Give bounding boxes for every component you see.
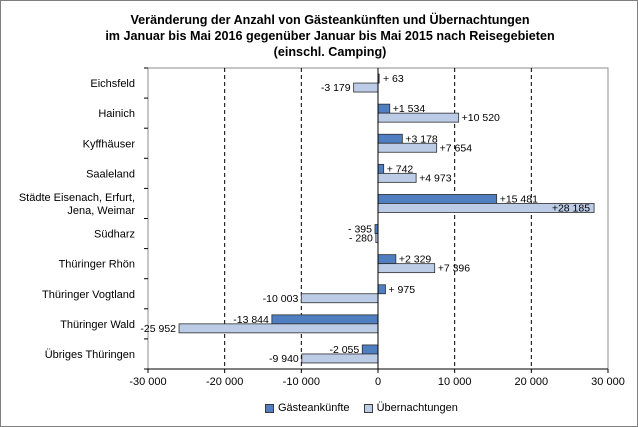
data-label-guests: +15 481 bbox=[500, 193, 538, 205]
chart-title: Veränderung der Anzahl von Gästeankünfte… bbox=[60, 12, 600, 60]
category-label: Jena, Weimar bbox=[67, 205, 135, 217]
bar-guests bbox=[377, 194, 498, 204]
bar-guests bbox=[271, 314, 379, 325]
data-label-guests: -2 055 bbox=[329, 344, 359, 356]
data-label-overnight: -9 940 bbox=[269, 353, 299, 365]
data-label-overnight: +7 654 bbox=[440, 142, 473, 154]
bar-guests bbox=[377, 133, 403, 144]
bar-guests bbox=[377, 163, 385, 174]
x-tick-label: -30 000 bbox=[129, 376, 166, 388]
bar-overnight bbox=[301, 353, 379, 364]
category-label: Saaleland bbox=[86, 168, 135, 180]
bar-overnight bbox=[377, 263, 436, 274]
x-tick-label: 10 000 bbox=[438, 376, 472, 388]
data-label-overnight: +7 396 bbox=[438, 263, 471, 275]
x-tick-label: 0 bbox=[375, 376, 381, 388]
x-tick-label: 20 000 bbox=[515, 376, 549, 388]
data-label-guests: -13 844 bbox=[233, 314, 269, 326]
data-label-overnight: +4 973 bbox=[419, 172, 452, 184]
category-label: Thüringer Rhön bbox=[59, 259, 135, 271]
data-label-guests: + 975 bbox=[388, 284, 415, 296]
data-label-overnight: -25 952 bbox=[140, 323, 176, 335]
bar-overnight bbox=[377, 172, 417, 183]
x-tick-label: -10 000 bbox=[283, 376, 320, 388]
bar-guests bbox=[377, 284, 386, 295]
bar-overnight bbox=[353, 82, 379, 93]
legend: Gästeankünfte Übernachtungen bbox=[265, 402, 472, 414]
title-line-2: im Januar bis Mai 2016 gegenüber Januar … bbox=[105, 29, 555, 43]
bar-guests bbox=[377, 254, 397, 265]
category-label: Südharz bbox=[94, 229, 135, 241]
data-label-overnight: +28 185 bbox=[552, 202, 590, 214]
data-label-guests: +2 329 bbox=[399, 254, 432, 266]
data-label-guests: +3 178 bbox=[405, 133, 438, 145]
legend-label-guests: Gästeankünfte bbox=[278, 402, 350, 414]
x-tick-label: -20 000 bbox=[206, 376, 243, 388]
data-label-guests: + 742 bbox=[387, 163, 414, 175]
category-label: Thüringer Wald bbox=[60, 319, 135, 331]
legend-item-overnight: Übernachtungen bbox=[363, 402, 458, 414]
category-label: Städte Eisenach, Erfurt, bbox=[19, 192, 135, 204]
title-line-3: (einschl. Camping) bbox=[273, 45, 387, 59]
category-label: Eichsfeld bbox=[90, 78, 135, 90]
category-label: Hainich bbox=[98, 108, 135, 120]
data-label-guests: + 63 bbox=[383, 73, 404, 85]
bar-overnight bbox=[377, 112, 460, 123]
bar-guests bbox=[377, 103, 391, 114]
title-line-1: Veränderung der Anzahl von Gästeankünfte… bbox=[130, 13, 530, 27]
category-label: Übriges Thüringen bbox=[45, 349, 135, 361]
legend-item-guests: Gästeankünfte bbox=[265, 402, 350, 414]
bar-overnight bbox=[300, 293, 379, 304]
data-label-guests: +1 534 bbox=[393, 103, 426, 115]
bar-guests bbox=[361, 344, 379, 355]
bar-overnight bbox=[178, 323, 379, 334]
data-label-guests: - 395 bbox=[348, 224, 372, 236]
bar-overnight bbox=[377, 142, 438, 153]
legend-swatch-guests bbox=[265, 403, 274, 413]
category-label: Kyffhäuser bbox=[83, 138, 136, 150]
legend-swatch-overnight bbox=[363, 403, 373, 413]
data-label-overnight: +10 520 bbox=[462, 112, 500, 124]
data-label-overnight: -10 003 bbox=[263, 293, 299, 305]
data-label-overnight: -3 179 bbox=[321, 82, 351, 94]
category-label: Thüringer Vogtland bbox=[42, 289, 135, 301]
x-tick-label: 30 000 bbox=[591, 376, 625, 388]
data-label-overnight: - 280 bbox=[349, 233, 373, 245]
legend-label-overnight: Übernachtungen bbox=[376, 402, 458, 414]
